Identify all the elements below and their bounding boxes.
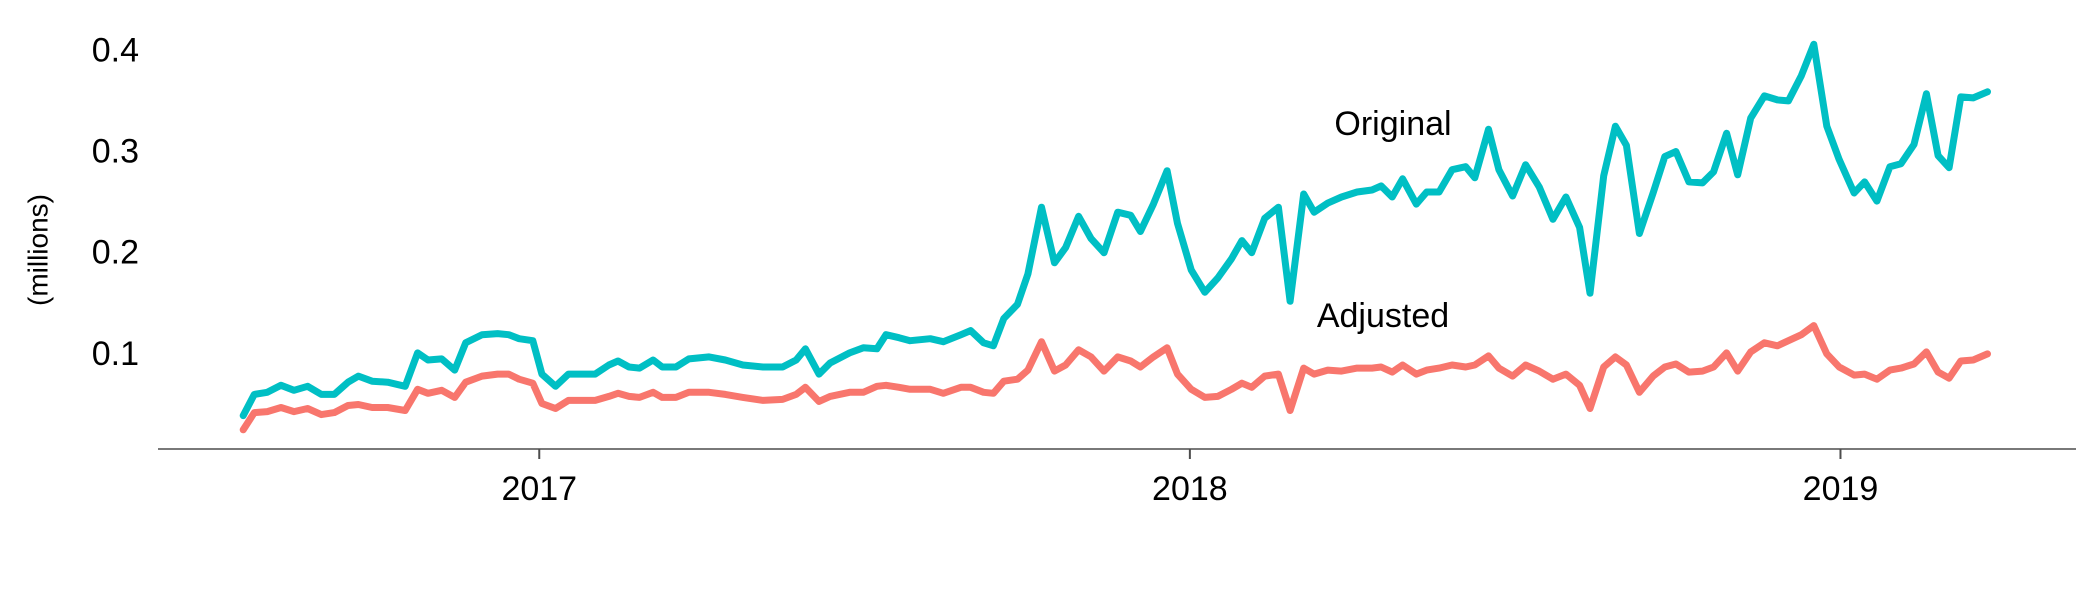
series-label: Adjusted (1317, 297, 1449, 335)
series-line (239, 322, 1991, 434)
series-line (239, 40, 1991, 420)
y-tick-label: 0.4 (92, 31, 139, 69)
x-tick-label: 2018 (1152, 470, 1228, 508)
series-label: Original (1334, 105, 1451, 143)
y-axis-title: (millions) (22, 194, 53, 306)
x-tick-label: 2017 (501, 470, 577, 508)
y-tick-label: 0.1 (92, 335, 139, 373)
x-tick-label: 2019 (1803, 470, 1879, 508)
y-tick-label: 0.2 (92, 234, 139, 272)
y-tick-label: 0.3 (92, 133, 139, 171)
